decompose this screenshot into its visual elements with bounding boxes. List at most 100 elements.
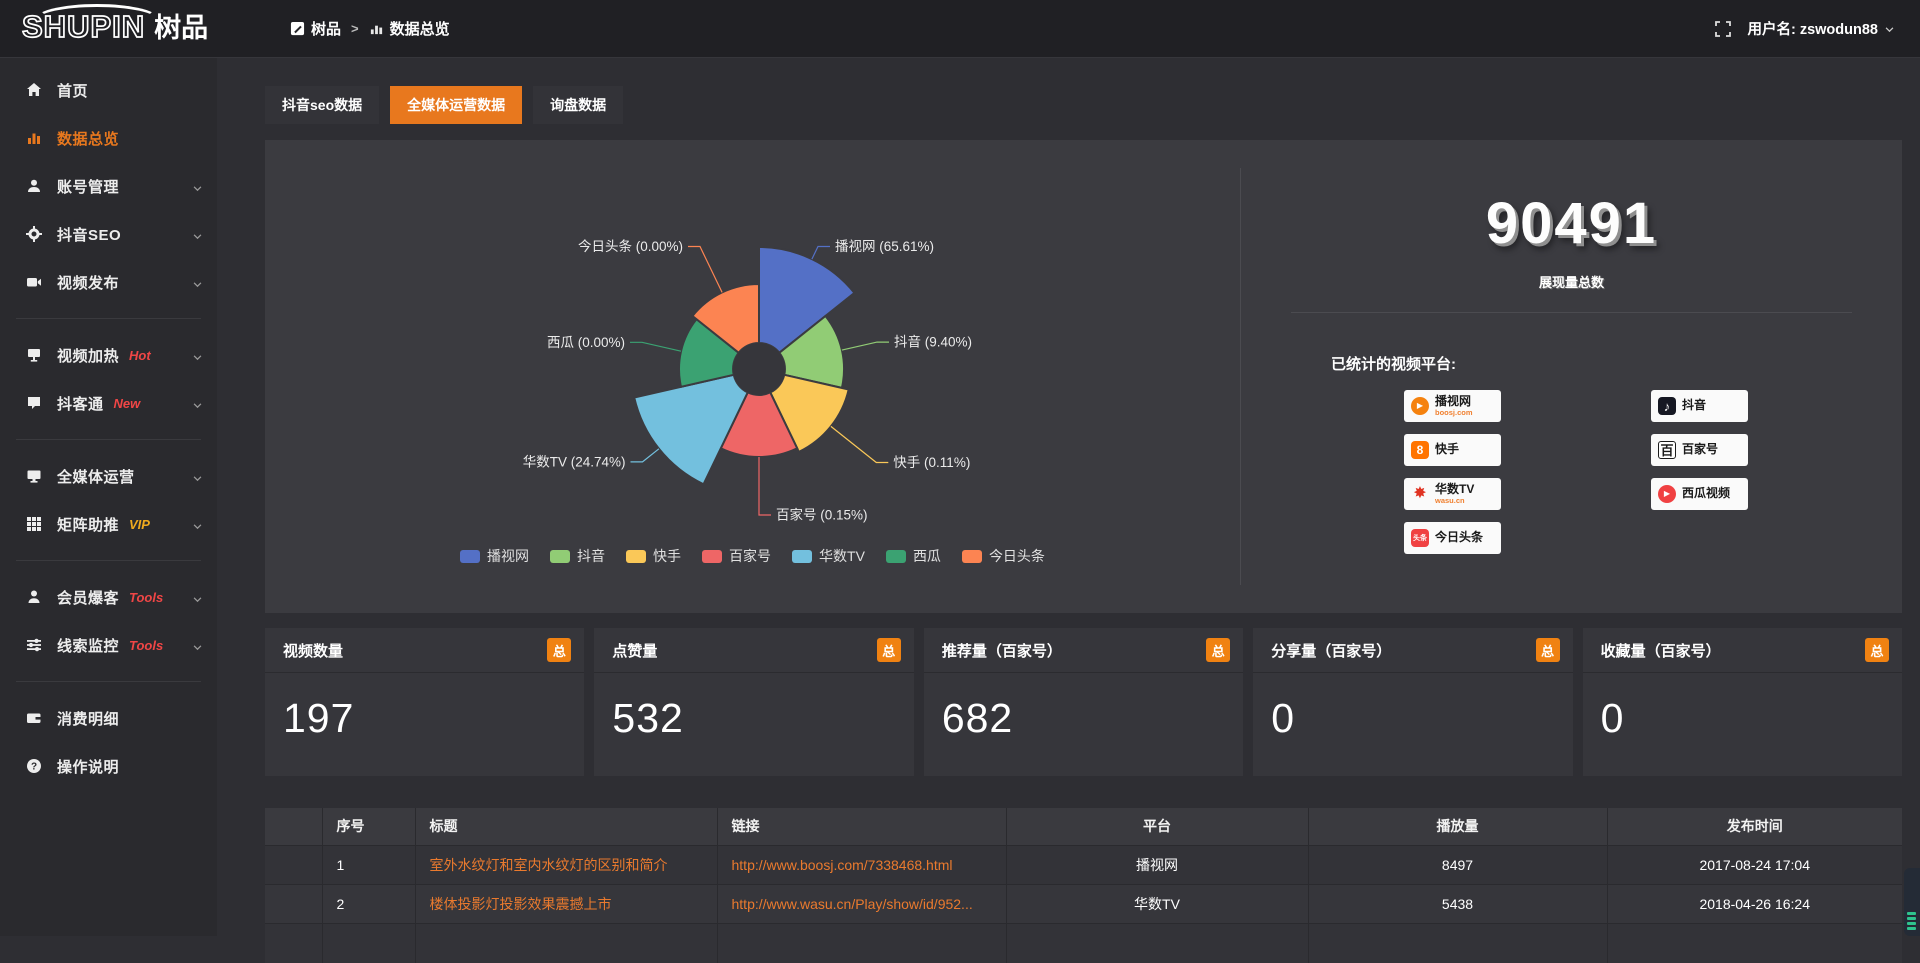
app-logo[interactable]: SHUPIN 树品 (21, 4, 208, 43)
rose-pie-chart[interactable]: 播视网 (65.61%) 抖音 (9.40%) 快手 (0.11%) 百家号 (0.1… (265, 140, 1240, 613)
table-cell: 2018-04-26 16:24 (1606, 884, 1902, 923)
sidebar-item-operation-guide[interactable]: ? 操作说明 (0, 742, 217, 790)
legend-swatch (550, 549, 571, 563)
impressions-total-label: 展现量总数 (1538, 275, 1604, 290)
logo-arc (34, 4, 160, 36)
platform-name: 快手 (1435, 442, 1460, 457)
chart-panel: 播视网 (65.61%) 抖音 (9.40%) 快手 (0.11%) 百家号 (0.1… (265, 140, 1902, 613)
floating-widget[interactable] (1904, 868, 1920, 936)
pie-label-抖音: 抖音 (9.40%) (894, 334, 972, 350)
screen-icon (26, 347, 42, 363)
table-header-row: 序号 标题 链接 平台 播放量 发布时间 (265, 808, 1902, 845)
tab-1[interactable]: 抖音seo数据 (265, 86, 380, 124)
sidebar-item-douyin-seo[interactable]: 抖音SEO (0, 210, 217, 258)
sidebar-item-clue-monitor[interactable]: 线索监控 Tools (0, 621, 217, 669)
sliders-icon (26, 637, 42, 653)
sidebar-item-badge: Tools (129, 637, 164, 653)
legend-item-抖音[interactable]: 抖音 (550, 546, 605, 566)
stat-card-title: 推荐量（百家号） (941, 642, 1062, 660)
legend-label: 今日头条 (988, 548, 1045, 564)
stat-card-2: 点赞量 总 532 (594, 628, 914, 776)
sidebar-divider (16, 318, 201, 319)
fullscreen-icon[interactable] (1715, 20, 1732, 37)
stat-card-head: 点赞量 总 (594, 628, 914, 673)
breadcrumb-label: 树品 (311, 21, 342, 38)
video-url-link[interactable]: http://www.boosj.com/7338468.html (716, 845, 1006, 884)
table-cell: 2 (321, 884, 415, 923)
tab-3[interactable]: 询盘数据 (533, 86, 624, 124)
legend-item-播视网[interactable]: 播视网 (460, 546, 529, 566)
sidebar-menu: 首页 数据总览 账号管理 抖音SEO 视频发布 视频加热 Hot 抖客通 New 全媒体运营 矩阵助… (0, 58, 217, 936)
sidebar-item-douketong[interactable]: 抖客通 New (0, 379, 217, 427)
stat-card-head: 视频数量 总 (265, 628, 585, 673)
total-badge: 总 (1206, 638, 1231, 662)
column-header: 平台 (1005, 808, 1308, 845)
table-cell: 2017-08-24 17:04 (1606, 845, 1902, 884)
legend-label: 快手 (653, 548, 682, 564)
pie-label-line (630, 448, 660, 463)
svg-text:?: ? (31, 762, 37, 773)
table-cell: 播视网 (1005, 845, 1308, 884)
stat-card-title: 视频数量 (283, 642, 344, 660)
sidebar-item-matrix-boost[interactable]: 矩阵助推 VIP (0, 500, 217, 548)
sidebar-item-label: 抖音SEO (57, 226, 122, 244)
legend-label: 百家号 (729, 548, 772, 564)
wasu-logo-icon: ✸ (1413, 485, 1427, 502)
table-body: 1 室外水纹灯和室内水纹灯的区别和简介 http://www.boosj.com/7… (265, 845, 1902, 963)
platform-badge-baijiahao: 百百家号 (1651, 434, 1748, 466)
legend-item-西瓜[interactable]: 西瓜 (885, 546, 941, 566)
legend-item-百家号[interactable]: 百家号 (702, 546, 771, 566)
legend-item-快手[interactable]: 快手 (626, 546, 681, 566)
legend-item-华数TV[interactable]: 华数TV (792, 546, 865, 566)
legend-swatch (961, 549, 982, 563)
platform-badges: ▶ 播视网 boosj.com 8 快手 ✸ 华数TV wasu.cn 头条 今日头条 ♪ 抖音百百家… (1404, 390, 1902, 554)
column-header: 发布时间 (1606, 808, 1902, 845)
legend-item-今日头条[interactable]: 今日头条 (961, 546, 1045, 566)
sidebar-item-label: 首页 (57, 82, 89, 100)
sidebar-item-label: 矩阵助推 (57, 516, 120, 534)
pie-label-line (630, 341, 682, 352)
sidebar-item-label: 线索监控 (57, 637, 120, 655)
breadcrumb-item-2[interactable]: 数据总览 (369, 18, 450, 39)
sidebar-item-media-operation[interactable]: 全媒体运营 (0, 452, 217, 500)
sidebar-item-member-baoke[interactable]: 会员爆客 Tools (0, 573, 217, 621)
sidebar-item-badge: New (113, 395, 141, 411)
grid-icon (26, 516, 42, 532)
stat-card-value: 197 (283, 695, 355, 741)
sidebar-item-video-heat[interactable]: 视频加热 Hot (0, 331, 217, 379)
sidebar-item-data-overview[interactable]: 数据总览 (0, 114, 217, 162)
pie-slice-华数TV[interactable] (633, 373, 750, 486)
column-header: 标题 (414, 808, 717, 845)
stat-card-value: 532 (612, 695, 684, 741)
stat-card-1: 视频数量 总 197 (265, 628, 585, 776)
chat-icon (26, 395, 42, 411)
stat-card-4: 分享量（百家号） 总 0 (1253, 628, 1573, 776)
sidebar-item-home[interactable]: 首页 (0, 66, 217, 114)
chevron-down-icon (192, 181, 203, 192)
breadcrumb-item-1[interactable]: 树品 (290, 18, 341, 39)
platform-badge-kuaishou: 8 快手 (1404, 434, 1501, 466)
chevron-down-icon (192, 640, 203, 651)
person-icon (26, 589, 42, 605)
sidebar-item-badge: Tools (129, 589, 164, 605)
sidebar-item-label: 账号管理 (57, 178, 120, 196)
wallet-icon (26, 710, 42, 726)
gear-icon (26, 226, 42, 242)
column-header: 播放量 (1307, 808, 1607, 845)
table-row: 1 室外水纹灯和室内水纹灯的区别和简介 http://www.boosj.com/7… (265, 845, 1902, 884)
sidebar-item-label: 消费明细 (57, 710, 120, 728)
chevron-down-icon (192, 471, 203, 482)
user-menu[interactable]: 用户名: zswodun88 (1747, 18, 1895, 39)
video-title-link[interactable]: 室外水纹灯和室内水纹灯的区别和简介 (414, 845, 717, 884)
tab-2[interactable]: 全媒体运营数据 (390, 86, 523, 124)
video-title-link[interactable]: 楼体投影灯投影效果震撼上市 (414, 884, 717, 923)
platform-badge-wasu: ✸ 华数TV wasu.cn (1404, 478, 1501, 510)
sidebar-item-consume-detail[interactable]: 消费明细 (0, 694, 217, 742)
platform-name: 抖音 (1682, 398, 1707, 413)
breadcrumb-label: 数据总览 (389, 21, 450, 38)
sidebar-item-account-manage[interactable]: 账号管理 (0, 162, 217, 210)
video-url-link[interactable]: http://www.wasu.cn/Play/show/id/952... (716, 884, 1006, 923)
logo-latin: SHUPIN (21, 4, 160, 43)
sidebar-item-video-publish[interactable]: 视频发布 (0, 258, 217, 306)
sidebar-item-label: 视频加热 (57, 347, 120, 365)
